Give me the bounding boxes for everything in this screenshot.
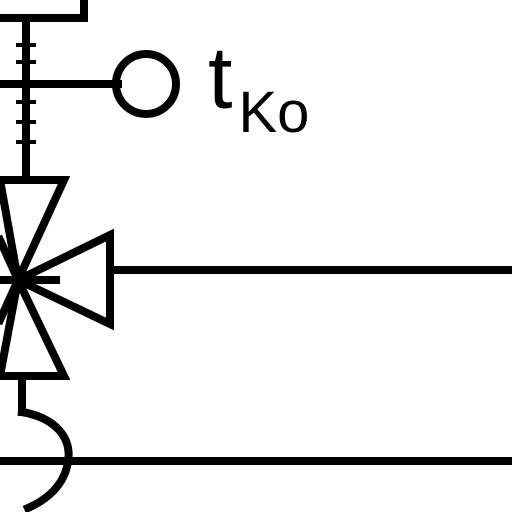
valve-right-wedge bbox=[8, 228, 114, 331]
valve-top-wedge bbox=[0, 176, 71, 294]
temperature-label: t Ko bbox=[208, 28, 309, 145]
top-box-fragment bbox=[0, 0, 88, 22]
temperature-label-subscript: Ko bbox=[238, 80, 309, 145]
temperature-label-main: t bbox=[208, 28, 232, 127]
valve-bottom-wedge bbox=[0, 267, 71, 380]
temperature-sensor-icon bbox=[112, 50, 180, 118]
valve-spoke bbox=[0, 274, 24, 326]
valve-spoke bbox=[0, 234, 24, 286]
